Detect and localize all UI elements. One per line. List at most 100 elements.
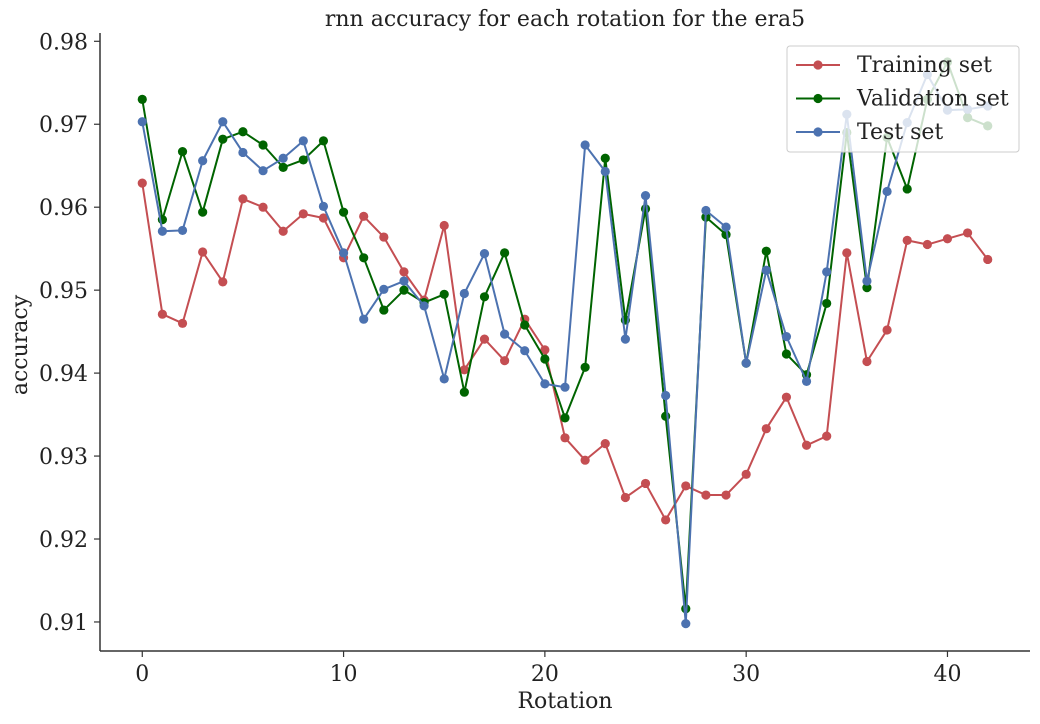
- legend-label-training-set: Training set: [857, 53, 992, 78]
- data-point-training-set: [822, 431, 832, 441]
- data-point-training-set: [399, 267, 409, 277]
- data-point-validation-set: [459, 387, 469, 397]
- data-point-training-set: [681, 481, 691, 491]
- data-point-test-set: [520, 346, 530, 356]
- legend-label-validation-set: Validation set: [856, 87, 1009, 112]
- legend-marker-training-set: [813, 60, 823, 70]
- data-point-training-set: [479, 334, 490, 344]
- data-point-validation-set: [540, 354, 550, 364]
- data-point-validation-set: [298, 155, 308, 165]
- data-point-training-set: [580, 455, 590, 465]
- y-tick-label: 0.94: [39, 362, 88, 387]
- data-point-training-set: [620, 492, 630, 503]
- legend-box: [786, 45, 1020, 153]
- data-point-validation-set: [600, 153, 610, 163]
- data-point-test-set: [661, 390, 671, 401]
- data-point-test-set: [761, 265, 771, 275]
- data-point-test-set: [781, 332, 792, 342]
- data-point-test-set: [822, 267, 832, 277]
- legend-marker-validation-set: [813, 93, 823, 104]
- data-point-test-set: [721, 222, 731, 232]
- data-point-validation-set: [761, 246, 771, 256]
- data-point-test-set: [479, 249, 490, 259]
- data-point-training-set: [439, 220, 449, 231]
- data-point-training-set: [741, 469, 751, 479]
- data-point-test-set: [419, 301, 429, 311]
- data-point-training-set: [258, 202, 268, 212]
- data-point-test-set: [338, 248, 349, 258]
- data-point-training-set: [379, 232, 389, 242]
- data-point-test-set: [500, 329, 510, 339]
- data-point-test-set: [862, 276, 872, 286]
- data-point-test-set: [278, 153, 288, 163]
- data-point-test-set: [439, 374, 449, 384]
- data-point-training-set: [761, 424, 771, 434]
- data-point-test-set: [459, 288, 469, 299]
- x-tick-label: 10: [330, 662, 358, 687]
- x-tick-label: 30: [732, 662, 760, 687]
- data-point-training-set: [157, 309, 168, 319]
- data-point-training-set: [359, 211, 369, 221]
- data-point-test-set: [399, 276, 409, 286]
- data-point-training-set: [238, 194, 248, 204]
- data-point-validation-set: [318, 136, 329, 146]
- data-point-validation-set: [520, 320, 530, 330]
- y-axis-label: accuracy: [8, 294, 33, 395]
- data-point-test-set: [741, 358, 751, 368]
- data-point-training-set: [882, 325, 892, 335]
- y-tick-label: 0.96: [39, 196, 88, 221]
- data-point-test-set: [137, 117, 147, 127]
- data-point-training-set: [298, 209, 308, 219]
- data-point-training-set: [137, 178, 147, 188]
- data-point-training-set: [862, 356, 872, 367]
- data-point-test-set: [298, 136, 308, 146]
- data-point-training-set: [600, 439, 610, 449]
- data-point-training-set: [962, 228, 973, 238]
- data-point-training-set: [540, 345, 550, 355]
- data-point-validation-set: [479, 292, 490, 302]
- data-point-validation-set: [198, 207, 208, 217]
- data-point-test-set: [198, 156, 208, 166]
- data-point-test-set: [379, 284, 389, 294]
- data-point-training-set: [661, 515, 671, 525]
- data-point-test-set: [620, 334, 630, 344]
- data-point-training-set: [721, 490, 731, 500]
- y-tick-label: 0.93: [39, 445, 88, 470]
- x-tick-label: 20: [531, 662, 559, 687]
- legend-label-test-set: Test set: [857, 120, 943, 145]
- data-point-validation-set: [580, 362, 590, 372]
- x-tick-label: 0: [135, 662, 149, 687]
- legend: Training set Validation set Test set: [786, 45, 1020, 153]
- data-point-training-set: [640, 478, 651, 489]
- data-point-validation-set: [822, 298, 832, 309]
- data-point-test-set: [318, 201, 329, 211]
- data-point-training-set: [902, 235, 912, 245]
- data-point-training-set: [177, 318, 188, 328]
- data-point-validation-set: [238, 127, 248, 137]
- data-point-validation-set: [439, 289, 449, 299]
- data-point-validation-set: [218, 134, 228, 144]
- data-point-validation-set: [137, 94, 147, 104]
- data-point-training-set: [801, 440, 812, 450]
- data-point-test-set: [600, 166, 610, 177]
- y-tick-label: 0.98: [39, 30, 88, 55]
- series-training-set: [137, 178, 993, 525]
- data-point-test-set: [640, 190, 651, 201]
- data-point-test-set: [801, 376, 812, 387]
- data-point-training-set: [500, 356, 510, 366]
- data-point-test-set: [540, 379, 550, 389]
- data-point-validation-set: [177, 147, 188, 157]
- data-point-test-set: [359, 314, 369, 324]
- data-point-training-set: [198, 247, 208, 257]
- data-point-training-set: [983, 254, 993, 265]
- x-tick-label: 40: [933, 662, 961, 687]
- data-point-validation-set: [661, 411, 671, 421]
- y-tick-label: 0.92: [39, 528, 88, 553]
- data-point-test-set: [580, 140, 590, 150]
- y-tick-label: 0.91: [39, 611, 88, 636]
- data-point-training-set: [278, 226, 288, 236]
- legend-marker-test-set: [813, 127, 823, 137]
- data-point-test-set: [218, 117, 228, 127]
- x-axis-label: Rotation: [517, 689, 612, 714]
